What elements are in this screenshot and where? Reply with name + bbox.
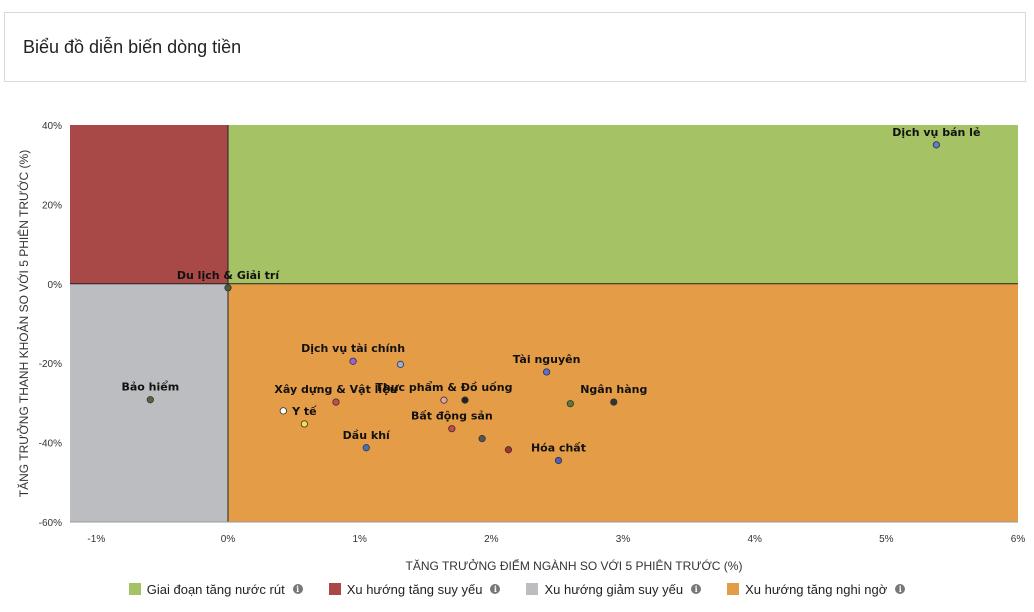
legend-item-sprint[interactable]: Giai đoạn tăng nước rút i bbox=[128, 581, 303, 597]
data-point bbox=[478, 435, 486, 443]
legend-label: Xu hướng tăng suy yếu bbox=[346, 581, 483, 597]
data-point bbox=[279, 407, 287, 415]
point-label: Y tế bbox=[291, 405, 317, 418]
data-point bbox=[362, 444, 370, 452]
quadrant-0 bbox=[228, 125, 1018, 284]
data-point bbox=[461, 396, 469, 404]
y-tick-label: 40% bbox=[42, 121, 62, 132]
legend-swatch bbox=[128, 583, 141, 595]
data-point bbox=[349, 357, 357, 365]
data-point bbox=[543, 368, 551, 376]
legend-swatch bbox=[328, 583, 341, 595]
data-point bbox=[300, 420, 308, 428]
x-tick-label: 5% bbox=[879, 534, 894, 545]
point-label: Du lịch & Giải trí bbox=[177, 269, 280, 282]
quadrant-3 bbox=[228, 283, 1018, 522]
data-point bbox=[440, 396, 448, 404]
legend-item-weakening-down[interactable]: Xu hướng giảm suy yếu i bbox=[526, 581, 702, 597]
info-icon[interactable]: i bbox=[895, 584, 906, 594]
x-tick-label: 4% bbox=[747, 534, 762, 545]
point-label: Dịch vụ tài chính bbox=[301, 342, 405, 355]
info-icon[interactable]: i bbox=[292, 584, 303, 594]
data-point bbox=[396, 360, 405, 368]
legend-label: Xu hướng giảm suy yếu bbox=[544, 581, 684, 597]
point-label: Dầu khí bbox=[343, 429, 391, 442]
y-tick-label: -20% bbox=[39, 359, 62, 370]
x-tick-label: 3% bbox=[616, 534, 631, 545]
data-point bbox=[610, 398, 618, 406]
point-label: Dịch vụ bán lẻ bbox=[892, 126, 980, 139]
y-tick-label: 20% bbox=[42, 200, 62, 211]
point-label: Ngân hàng bbox=[580, 383, 647, 396]
legend: Giai đoạn tăng nước rút i Xu hướng tăng … bbox=[0, 578, 1034, 600]
point-label: Bảo hiểm bbox=[121, 381, 179, 394]
data-point bbox=[932, 141, 940, 149]
x-tick-label: 0% bbox=[221, 534, 236, 545]
point-label: Hóa chất bbox=[531, 441, 586, 454]
y-axis-title: TĂNG TRƯỞNG THANH KHOẢN SO VỚI 5 PHIÊN T… bbox=[16, 150, 31, 497]
info-icon[interactable]: i bbox=[490, 584, 501, 594]
point-label: Thực phẩm & Đồ uống bbox=[375, 381, 512, 394]
x-axis-title: TĂNG TRƯỞNG ĐIỂM NGÀNH SO VỚI 5 PHIÊN TR… bbox=[406, 558, 743, 573]
legend-swatch bbox=[526, 583, 539, 595]
legend-label: Xu hướng tăng nghi ngờ bbox=[745, 581, 888, 597]
page-title: Biểu đồ diễn biến dòng tiền bbox=[23, 37, 242, 57]
legend-swatch bbox=[727, 583, 740, 595]
legend-item-doubtful-up[interactable]: Xu hướng tăng nghi ngờ i bbox=[727, 581, 906, 597]
x-tick-label: 2% bbox=[484, 534, 499, 545]
point-label: Xây dựng & Vật liệu bbox=[274, 383, 397, 396]
data-point bbox=[224, 284, 232, 292]
data-point bbox=[504, 446, 513, 454]
data-point bbox=[448, 425, 456, 433]
data-point bbox=[554, 456, 563, 465]
info-icon[interactable]: i bbox=[691, 584, 702, 594]
point-label: Tài nguyên bbox=[513, 353, 581, 366]
chart-header: Biểu đồ diễn biến dòng tiền bbox=[4, 12, 1026, 82]
x-tick-label: 6% bbox=[1011, 534, 1026, 545]
x-tick-label: -1% bbox=[87, 534, 105, 545]
point-label: Bất động sản bbox=[411, 410, 493, 423]
quadrant-1 bbox=[70, 125, 228, 284]
legend-item-weakening-up[interactable]: Xu hướng tăng suy yếu i bbox=[328, 581, 501, 597]
y-tick-label: -40% bbox=[39, 439, 62, 450]
y-tick-label: -60% bbox=[39, 518, 62, 529]
data-point bbox=[566, 400, 574, 408]
x-tick-label: 1% bbox=[352, 534, 367, 545]
data-point bbox=[146, 396, 154, 404]
legend-label: Giai đoạn tăng nước rút bbox=[146, 581, 285, 597]
y-tick-label: 0% bbox=[48, 280, 63, 291]
data-point bbox=[332, 398, 340, 406]
